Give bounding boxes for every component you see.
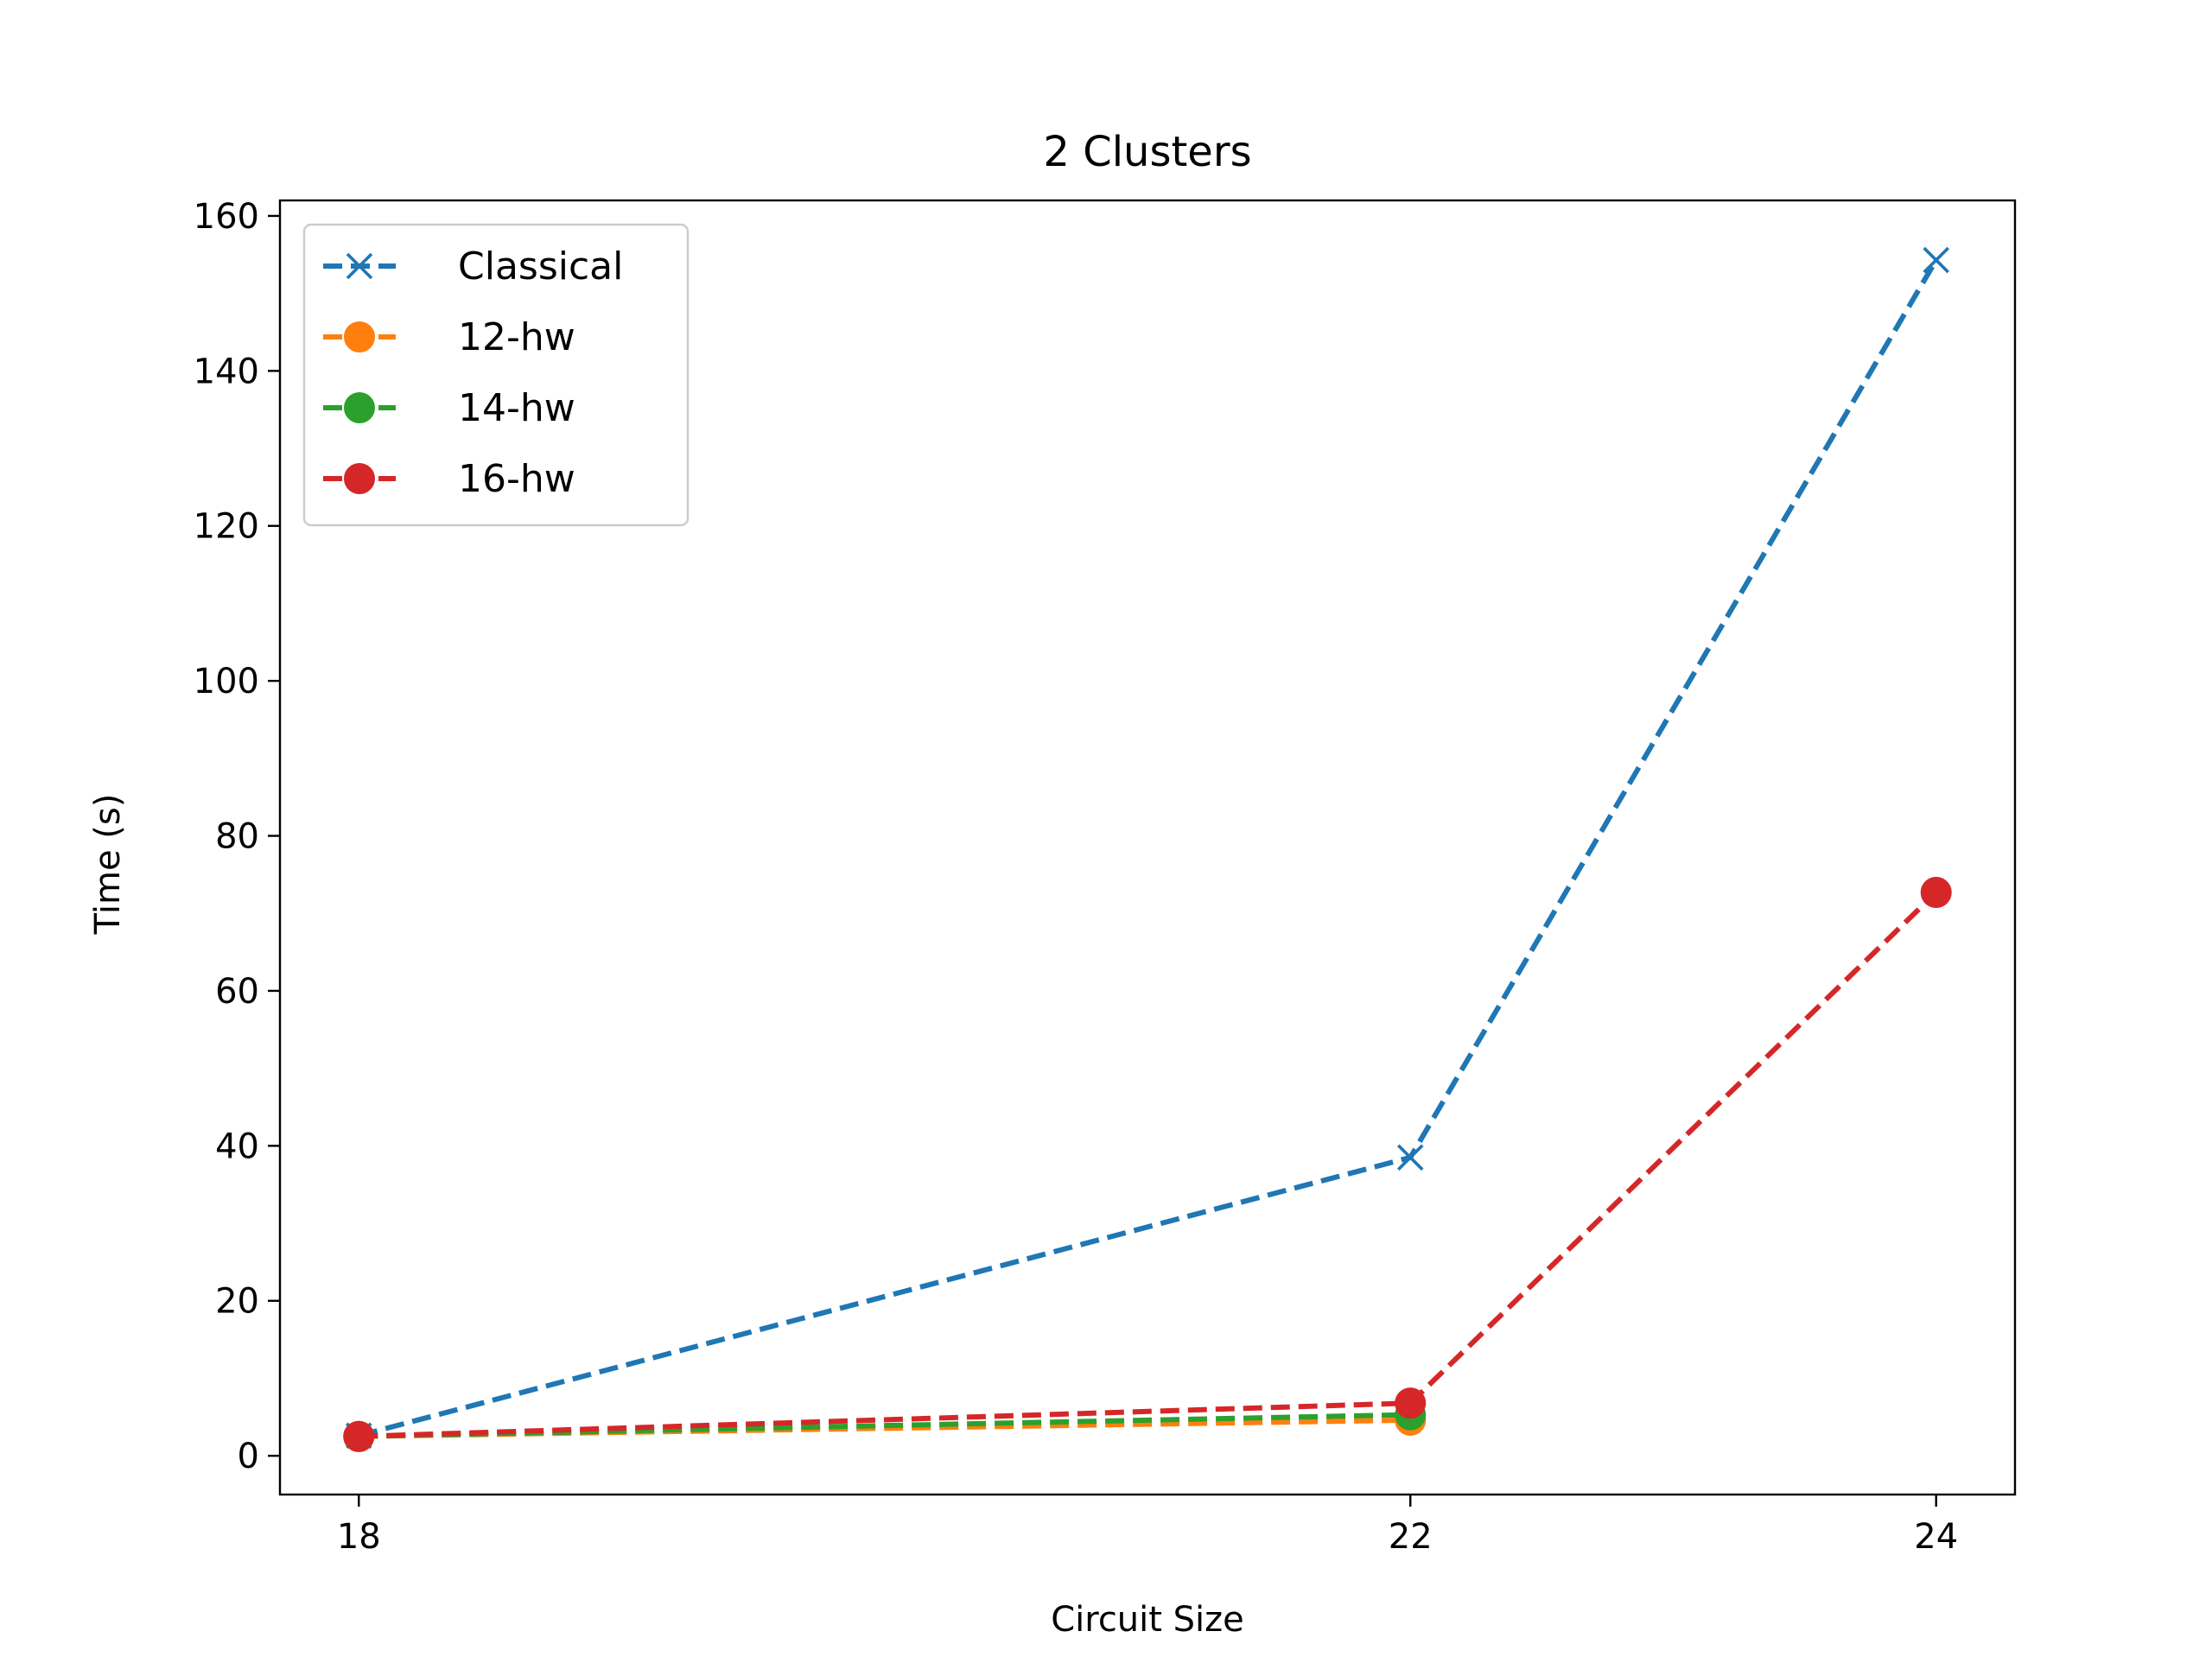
legend-marker — [344, 392, 375, 423]
plot-frame — [278, 199, 2017, 1496]
x-tick-label: 18 — [337, 1517, 381, 1557]
legend-item: Classical — [323, 244, 623, 289]
series-layer — [343, 246, 1952, 1452]
y-axis: 0 20 40 60 80 100 120 140 160 — [194, 197, 280, 1476]
marker-stroke — [346, 252, 373, 280]
y-tick-label: 100 — [194, 662, 259, 701]
legend-label: 16-hw — [458, 457, 575, 501]
x-axis-label: Circuit Size — [1051, 1600, 1244, 1640]
legend-frame — [302, 223, 690, 527]
y-tick-label: 40 — [215, 1127, 259, 1166]
legend-label: 12-hw — [458, 315, 575, 359]
legend-marker — [344, 321, 375, 352]
y-tick-label: 120 — [194, 507, 259, 547]
y-axis-label: Time (s) — [88, 794, 128, 936]
y-tick-label: 20 — [215, 1282, 259, 1322]
plot-area — [278, 199, 2017, 1496]
y-tick-label: 160 — [194, 197, 259, 237]
legend: Classical 12-hw 14-hw 16-hw — [302, 223, 690, 527]
legend-marker — [346, 252, 373, 280]
y-tick-label: 60 — [215, 972, 259, 1012]
data-point — [1920, 877, 1952, 909]
y-tick-label: 140 — [194, 352, 259, 391]
data-point — [1396, 1144, 1424, 1171]
series-16-hw — [343, 877, 1952, 1452]
legend-item: 14-hw — [323, 386, 575, 430]
marker-stroke — [1396, 1144, 1424, 1171]
legend-marker — [344, 463, 375, 494]
data-point — [1923, 246, 1950, 274]
y-tick-label: 80 — [215, 817, 259, 857]
legend-label: 14-hw — [458, 386, 575, 430]
data-point — [343, 1420, 375, 1452]
x-tick-label: 24 — [1914, 1517, 1958, 1557]
legend-item: 12-hw — [323, 315, 575, 359]
legend-item: 16-hw — [323, 457, 575, 501]
chart-title: 2 Clusters — [1043, 128, 1251, 176]
data-point — [1395, 1387, 1427, 1419]
x-tick-label: 22 — [1389, 1517, 1433, 1557]
y-tick-label: 0 — [238, 1437, 259, 1476]
marker-stroke — [1923, 246, 1950, 274]
x-axis: 18 22 24 — [337, 1495, 1958, 1557]
legend-label: Classical — [458, 244, 623, 289]
